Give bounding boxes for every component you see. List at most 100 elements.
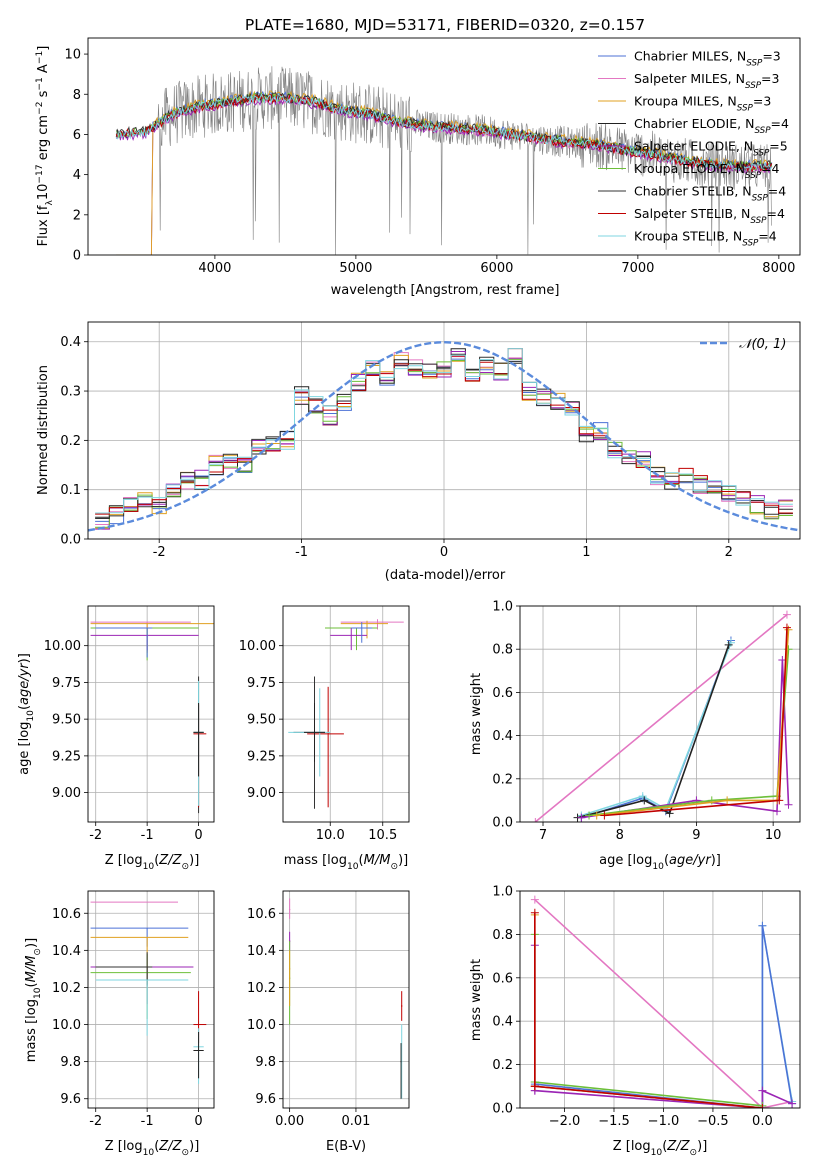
- label-part: −1: [35, 51, 45, 64]
- label-part: Flux [f: [36, 205, 51, 246]
- label-part: s: [36, 90, 51, 101]
- label-part: ⊙: [182, 1148, 190, 1158]
- legend-entry: Chabrier STELIB, NSSP=4: [634, 184, 786, 204]
- axis-layer: 7 8 9 10 0.0 0.2 0.4 0.6 0.8 1.0: [492, 600, 801, 843]
- x-tick-label: −0.5: [697, 1114, 729, 1129]
- label-part: (: [154, 853, 159, 868]
- weight-marker: [638, 792, 647, 801]
- x-axis-label: Z [log10(Z/Z⊙)]: [613, 1139, 708, 1158]
- label-part: )]: [24, 938, 39, 948]
- weight-line: [596, 629, 790, 817]
- axes-age_vs_Z: -2 -1 0 9.00 9.25 9.50 9.75 10.00: [44, 605, 215, 843]
- legend-entry: Salpeter MILES, NSSP=3: [634, 71, 779, 91]
- y-tick-label: 10.6: [247, 907, 276, 922]
- weight-marker: [782, 610, 791, 619]
- axis-layer: 0.00 0.01 9.6 9.8 10.0 10.2 10.4 10.6: [247, 890, 410, 1129]
- weight-line: [581, 642, 732, 817]
- label-part: M/M: [364, 853, 391, 868]
- label-part: 10: [651, 1148, 663, 1158]
- label-part: Z/Z: [158, 1139, 182, 1154]
- weight-marker: [758, 1104, 767, 1108]
- residual-histogram: [95, 353, 793, 519]
- y-tick-label: 0.8: [492, 643, 513, 658]
- y-tick-label: 0.8: [492, 928, 513, 943]
- weight-marker: [772, 807, 781, 816]
- x-tick-label: 7: [539, 828, 547, 843]
- y-tick-label: 9.6: [255, 1092, 276, 1107]
- label-part: (: [154, 1139, 159, 1154]
- axes-frame: [87, 890, 215, 1109]
- legend-entry: Kroupa ELODIE, NSSP=4: [634, 161, 780, 181]
- plot-area: [288, 619, 404, 809]
- label-part: Z [log: [613, 1139, 651, 1154]
- axes-frame: [519, 890, 801, 1109]
- weight-line: [534, 899, 793, 1108]
- label-part: ⊙: [390, 862, 398, 872]
- label-part: =4: [768, 184, 786, 199]
- x-tick-label: 9: [692, 828, 700, 843]
- weight-marker: [577, 813, 586, 822]
- weight-marker: [758, 921, 767, 930]
- y-tick-label: 1.0: [492, 600, 513, 615]
- residual-histogram: [95, 351, 793, 530]
- residual-histogram: [95, 348, 793, 518]
- y-axis-label: Flux [fλ10−17 erg cm−2 s−1 A−1]: [35, 46, 55, 247]
- label-part: M/M: [24, 956, 39, 983]
- y-tick-label: 0.0: [492, 1102, 513, 1117]
- label-part: Z [log: [105, 853, 143, 868]
- weight-marker: [530, 895, 539, 904]
- x-tick-label: 8: [616, 828, 624, 843]
- label-part: age [log: [599, 853, 652, 868]
- residual-histogram: [95, 358, 793, 528]
- weight-line: [581, 640, 732, 819]
- weight-marker: [724, 640, 733, 649]
- gaussian-curve: [88, 340, 800, 532]
- label-part: Chabrier ELODIE, N: [634, 116, 754, 131]
- y-tick-label: 1.0: [492, 885, 513, 900]
- label-part: Kroupa MILES, N: [634, 94, 737, 109]
- y-tick-label: 9.8: [255, 1055, 276, 1070]
- axes-frame: [519, 605, 801, 823]
- y-tick-label: 10.2: [52, 981, 81, 996]
- legend-entry: Chabrier MILES, NSSP=3: [634, 49, 781, 69]
- axes-frame: [87, 37, 801, 256]
- label-part: ]: [36, 46, 51, 51]
- y-tick-label: 9.50: [52, 713, 81, 728]
- axes-frame: [87, 605, 215, 823]
- x-tick-label: −1.5: [598, 1114, 630, 1129]
- label-part: =4: [766, 206, 784, 221]
- label-part: SSP: [745, 81, 762, 91]
- label-part: ⊙: [182, 862, 190, 872]
- x-tick-label: 7000: [621, 261, 654, 276]
- y-tick-label: 0.0: [60, 533, 81, 548]
- y-tick-label: 0.1: [60, 483, 81, 498]
- label-part: SSP: [753, 149, 770, 159]
- weight-marker: [723, 796, 732, 805]
- plot-area: [530, 895, 797, 1108]
- x-tick-label: 10.0: [316, 828, 345, 843]
- plot-area: [288, 898, 403, 1099]
- y-tick-label: 6: [73, 128, 81, 143]
- y-tick-label: 9.00: [247, 786, 276, 801]
- y-tick-label: 0.6: [492, 971, 513, 986]
- weight-marker: [530, 908, 539, 917]
- x-tick-label: −1.0: [648, 1114, 680, 1129]
- label-part: age/yr: [17, 662, 32, 705]
- y-tick-label: 10.00: [44, 639, 81, 654]
- plot-area: [90, 901, 207, 1084]
- x-axis-label: Z [log10(Z/Z⊙)]: [105, 1139, 200, 1158]
- label-part: −17: [35, 164, 45, 183]
- x-tick-label: 10.5: [368, 828, 397, 843]
- label-part: erg cm: [36, 115, 51, 164]
- y-axis-label: mass [log10(M/M⊙)]: [24, 938, 43, 1062]
- label-part: )]: [711, 853, 721, 868]
- label-part: 10: [26, 710, 36, 722]
- label-part: SSP: [745, 171, 762, 181]
- weight-marker: [665, 809, 674, 818]
- data-spectrum: [116, 66, 772, 255]
- x-tick-label: −2.0: [549, 1114, 581, 1129]
- label-part: age/yr: [669, 853, 712, 868]
- x-axis-label: mass [log10(M/M⊙)]: [284, 853, 408, 872]
- x-tick-label: 0: [194, 1114, 202, 1129]
- y-tick-label: 9.25: [52, 749, 81, 764]
